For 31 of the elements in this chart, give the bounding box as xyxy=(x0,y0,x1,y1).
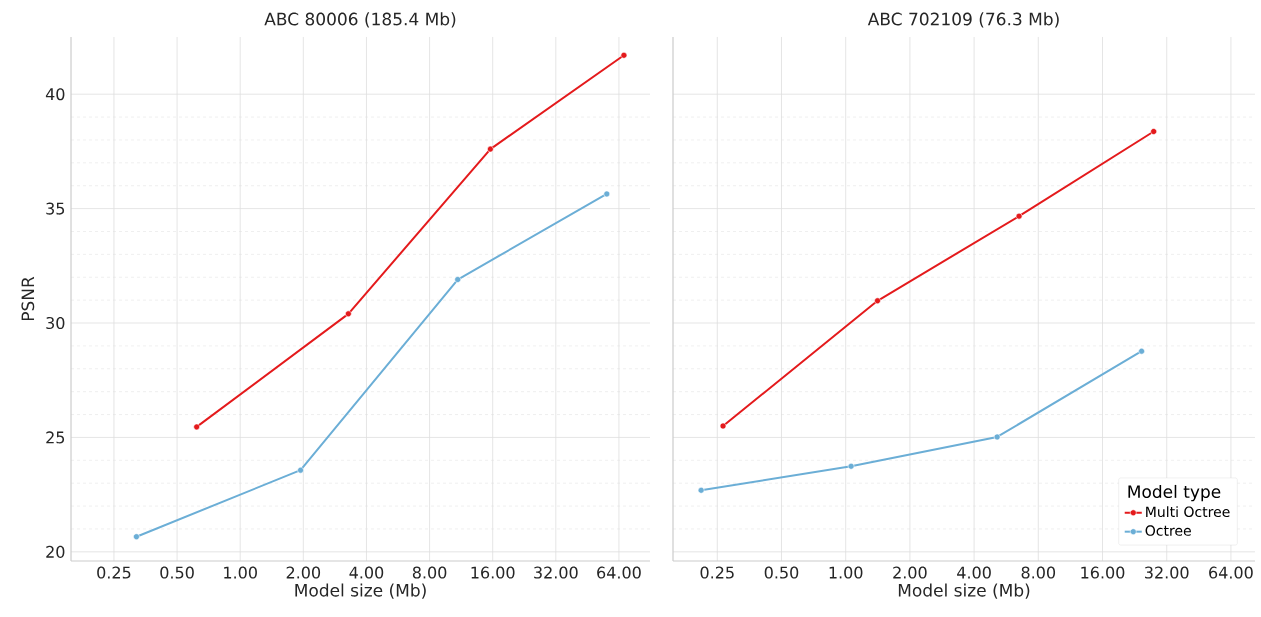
x-tick-label: 64.00 xyxy=(1209,566,1253,579)
x-axis-title: Model size (Mb) xyxy=(295,583,426,599)
y-tick-label: 30 xyxy=(46,316,65,330)
y-tick-label: 40 xyxy=(45,88,65,101)
x-tick-label: 0.50 xyxy=(160,566,194,579)
x-tick-label: 32.00 xyxy=(1145,566,1189,579)
y-tick-label: 25 xyxy=(46,431,65,444)
x-tick-label: 8.00 xyxy=(412,566,447,579)
x-tick-label: 0.25 xyxy=(97,566,131,579)
chart-title: ABC 702109 (76.3 Mb) xyxy=(867,12,1059,28)
legend-title: Model type xyxy=(1128,484,1221,502)
chart-title: ABC 80006 (185.4 Mb) xyxy=(264,12,456,28)
x-tick-label: 16.00 xyxy=(1081,566,1125,579)
x-tick-label: 0.50 xyxy=(764,566,799,579)
x-tick-label: 64.00 xyxy=(597,566,641,579)
y-tick-label: 20 xyxy=(46,545,65,558)
y-axis-title: PSNR xyxy=(21,276,35,321)
x-tick-label: 0.25 xyxy=(700,566,734,579)
legend-label: Octree xyxy=(1145,525,1191,536)
y-tick-label: 35 xyxy=(46,202,65,215)
x-tick-label: 1.00 xyxy=(829,566,863,579)
x-tick-label: 1.00 xyxy=(224,566,257,579)
x-tick-label: 2.00 xyxy=(286,566,321,579)
x-tick-label: 4.00 xyxy=(349,566,384,579)
x-tick-label: 16.00 xyxy=(471,566,515,579)
x-tick-label: 32.00 xyxy=(534,566,578,579)
x-tick-label: 8.00 xyxy=(1021,566,1056,579)
legend-label: Multi Octree xyxy=(1146,506,1230,518)
x-tick-label: 4.00 xyxy=(957,566,991,579)
x-axis-title: Model size (Mb) xyxy=(898,583,1030,599)
x-tick-label: 2.00 xyxy=(893,566,927,579)
